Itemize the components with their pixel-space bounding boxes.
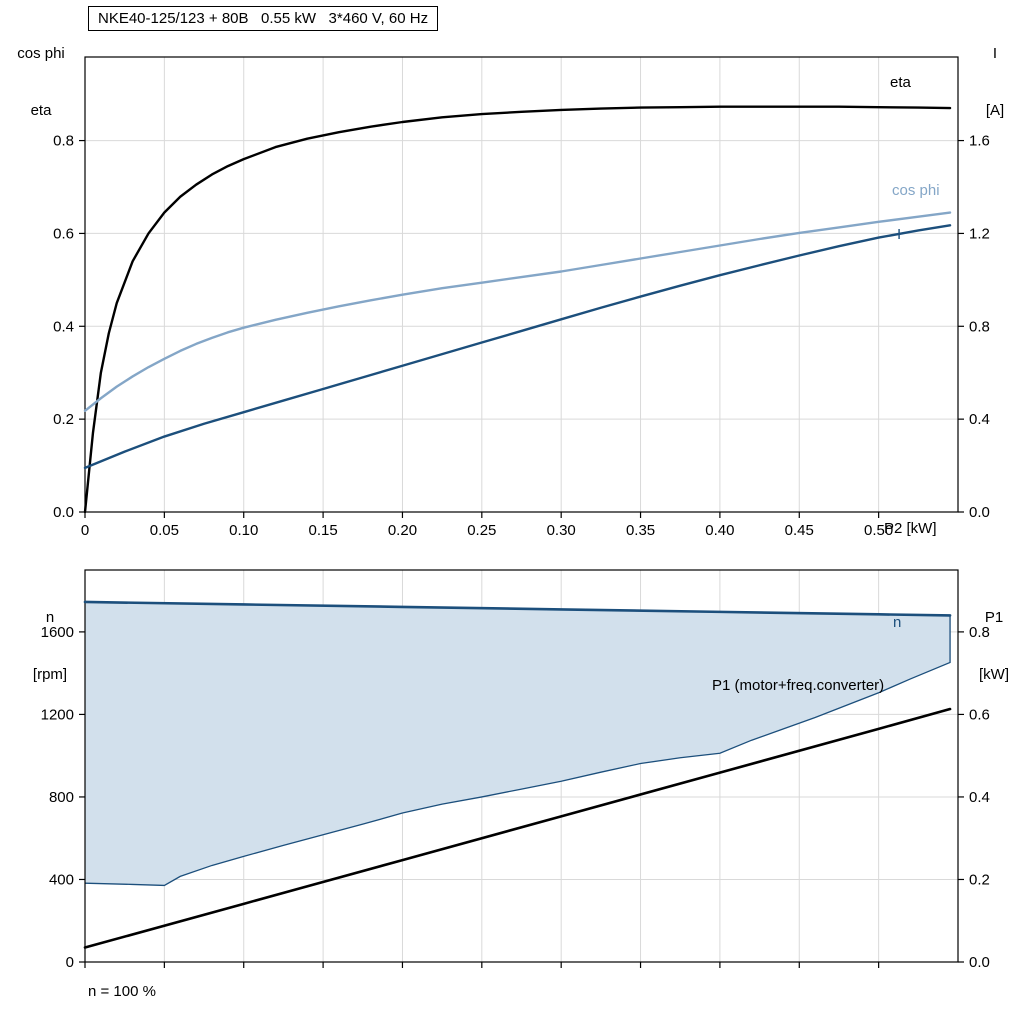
y-right-tick-label: 0.6 — [969, 706, 990, 723]
bottom-left-axis-title: n [rpm] — [20, 570, 80, 722]
curve-label-eta: eta — [890, 74, 911, 91]
y-right-tick-label: 0.8 — [969, 318, 990, 335]
y-left-tick-label: 0.0 — [53, 504, 74, 521]
plot-frame — [84, 56, 959, 513]
curve-label-p1: P1 (motor+freq.converter) — [712, 677, 885, 694]
x-tick-label: 0.45 — [785, 522, 814, 539]
x-tick-label: 0.40 — [705, 522, 734, 539]
x-tick-label: 0.50 — [864, 522, 893, 539]
y-left-tick-label: 0.4 — [53, 318, 74, 335]
speed-axis-label: n — [45, 609, 55, 626]
x-tick-label: 0.10 — [229, 522, 258, 539]
x-tick-label: 0 — [81, 522, 89, 539]
x-tick-label: 0.35 — [626, 522, 655, 539]
curve-label-n: n — [893, 614, 902, 631]
curve-i — [83, 224, 952, 470]
eta-axis-label: eta — [30, 102, 52, 119]
curve-eta — [83, 105, 952, 514]
plot-frame — [84, 569, 959, 963]
y-left-tick-label: 0.8 — [53, 133, 74, 150]
curve-n — [83, 600, 952, 617]
chart-title-box: NKE40-125/123 + 80B 0.55 kW 3*460 V, 60 … — [88, 6, 439, 31]
y-left-tick-label: 0.2 — [53, 411, 74, 428]
curve-label-cos-phi: cos phi — [892, 182, 940, 199]
curve-cos-phi — [83, 211, 952, 412]
y-right-tick-label: 0.4 — [969, 411, 990, 428]
y-right-tick-label: 1.2 — [969, 225, 990, 242]
y-left-tick-label: 0 — [66, 954, 74, 971]
curve-p1-motor-freq-converter- — [83, 707, 952, 949]
bottom-right-axis-title: P1 [kW] — [968, 570, 1020, 722]
curve-label-current: I — [897, 226, 902, 243]
x-tick-label: 0.25 — [467, 522, 496, 539]
p1-axis-label: P1 — [984, 609, 1004, 626]
y-right-tick-label: 1.6 — [969, 133, 990, 150]
footnote-speed-percent: n = 100 % — [88, 983, 156, 1000]
speed-unit-label: [rpm] — [32, 666, 68, 683]
y-right-tick-label: 0.0 — [969, 504, 990, 521]
x-tick-label: 0.15 — [308, 522, 337, 539]
cos-phi-axis-label: cos phi — [17, 45, 65, 62]
y-left-tick-label: 800 — [49, 789, 74, 806]
p1-unit-label: [kW] — [979, 666, 1009, 683]
current-axis-label: I — [992, 45, 998, 62]
y-left-tick-label: 400 — [49, 871, 74, 888]
x-tick-label: 0.20 — [388, 522, 417, 539]
y-left-tick-label: 1200 — [41, 706, 74, 723]
top-right-axis-title: I [A] — [972, 6, 1018, 158]
top-left-axis-title: cos phi eta — [10, 6, 72, 158]
speed-control-range-edge — [84, 615, 951, 887]
x-tick-label: 0.05 — [150, 522, 179, 539]
x-axis-title: P2 [kW] — [884, 520, 937, 537]
x-tick-label: 0.30 — [547, 522, 576, 539]
y-right-tick-label: 0.0 — [969, 954, 990, 971]
y-left-tick-label: 1600 — [41, 624, 74, 641]
y-right-tick-label: 0.4 — [969, 789, 990, 806]
speed-control-range-fill — [85, 601, 951, 886]
y-right-tick-label: 0.8 — [969, 624, 990, 641]
y-right-tick-label: 0.2 — [969, 871, 990, 888]
current-unit-label: [A] — [985, 102, 1005, 119]
y-left-tick-label: 0.6 — [53, 225, 74, 242]
